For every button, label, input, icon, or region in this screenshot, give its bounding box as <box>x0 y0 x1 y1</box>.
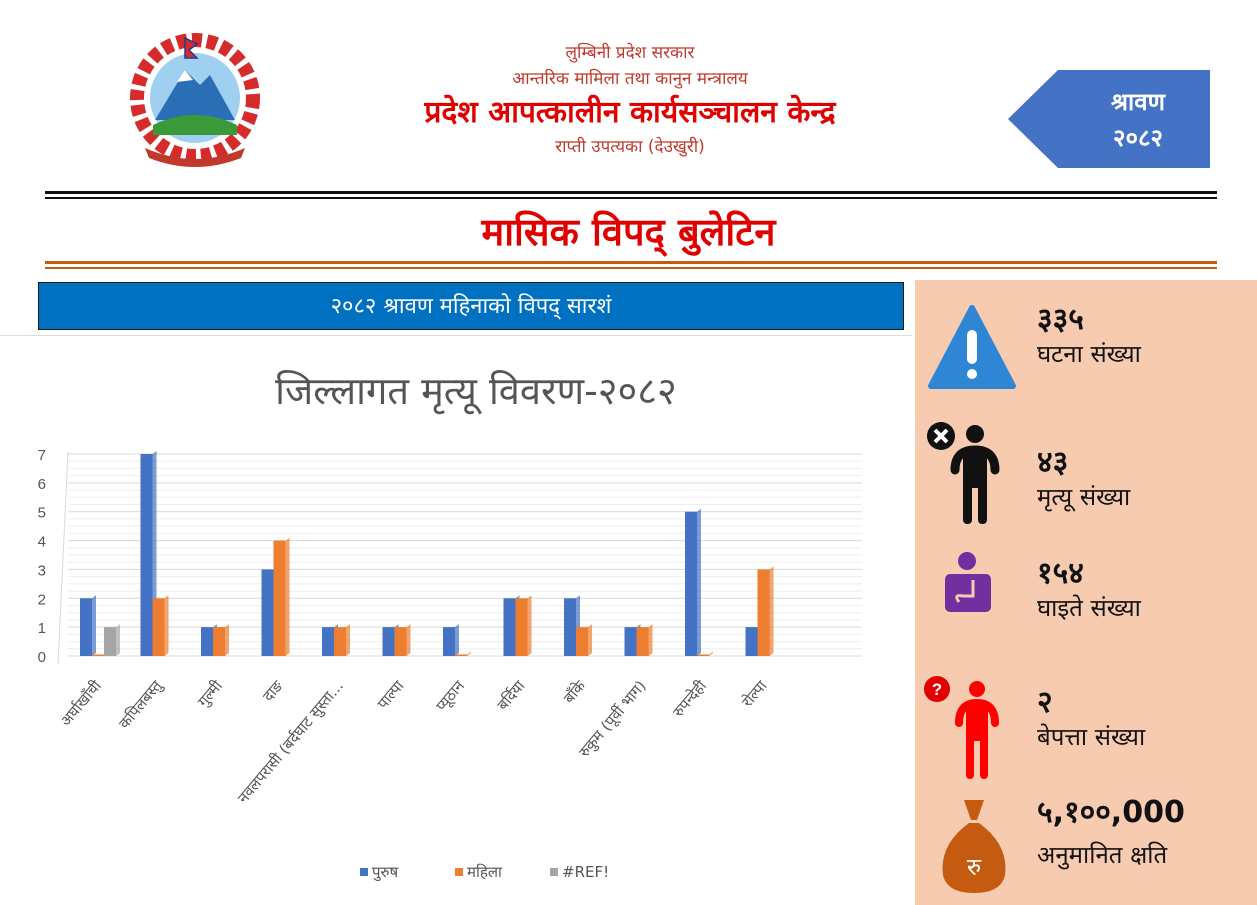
year-label: २०८२ <box>1113 124 1163 152</box>
bar-3 <box>104 627 116 656</box>
y-tick-label: 1 <box>38 620 46 637</box>
person-missing-icon: ? <box>924 676 999 779</box>
bar-2 <box>636 627 649 656</box>
bar-side <box>455 624 459 656</box>
bar-1 <box>503 598 516 656</box>
x-tick-label: नवलपरासी (बर्दघाट सुस्ता... <box>234 677 348 807</box>
bar-1 <box>322 627 334 656</box>
bar-2 <box>515 598 528 656</box>
legend-label: पुरुष <box>372 863 398 882</box>
incident-stat: ३३५ घटना संख्या <box>1037 302 1141 368</box>
stats-panel: ? रु ३३५ घटना संख्या ४३ मृत्यू संख्या १५४ घ… <box>915 280 1257 905</box>
x-tick-label: रुपन्देही <box>669 676 710 721</box>
bar-side <box>709 651 713 656</box>
district-deaths-chart: जिल्लागत मृत्यू विवरण-२०८२ 0 1 2 3 4 5 6 7 अर्घाख… <box>0 335 912 901</box>
bar-2 <box>334 627 346 656</box>
bar-1 <box>685 511 697 656</box>
bar-2 <box>213 627 225 656</box>
svg-text:?: ? <box>932 680 942 699</box>
center-name: प्रदेश आपत्कालीन कार्यसञ्चालन केन्द्र <box>424 95 836 130</box>
bar-1 <box>261 569 274 656</box>
bar-side <box>164 595 169 656</box>
bar-1 <box>443 627 455 656</box>
bar-side <box>769 566 774 656</box>
x-tick-label: दाङ <box>259 677 287 705</box>
bar-side <box>285 537 290 656</box>
warning-icon <box>928 305 1016 389</box>
chart-title: जिल्लागत मृत्यू विवरण-२०८२ <box>275 369 677 415</box>
death-stat: ४३ मृत्यू संख्या <box>1037 445 1131 511</box>
bar-side <box>648 624 653 656</box>
bar-2 <box>394 627 407 656</box>
bar-2 <box>757 569 770 656</box>
bar-1 <box>140 454 153 656</box>
x-tick-label: अर्घाखाँची <box>57 676 106 730</box>
svg-text:रु: रु <box>967 853 982 881</box>
x-tick-label: बाँके <box>560 677 590 707</box>
person-dead-icon <box>927 422 1000 524</box>
bar-1 <box>564 598 576 656</box>
legend-swatch <box>360 868 368 876</box>
bar-2 <box>92 654 104 656</box>
x-tick-label: गुल्मी <box>194 676 227 711</box>
person-injured-icon <box>945 552 991 612</box>
bar-side <box>225 624 229 656</box>
x-tick-label: बर्दिया <box>494 676 530 714</box>
header: लुम्बिनी प्रदेश सरकार आन्तरिक मामिला तथा… <box>300 40 960 160</box>
x-tick-label: पाल्पा <box>374 676 409 712</box>
bar-2 <box>576 627 588 656</box>
y-tick-label: 6 <box>38 476 46 493</box>
loss-stat: ५,१००,000 अनुमानित क्षति <box>1037 795 1185 869</box>
missing-stat: २ बेपत्ता संख्या <box>1037 685 1146 751</box>
y-tick-label: 4 <box>38 534 46 551</box>
legend-label: #REF! <box>562 863 609 881</box>
divider <box>45 261 1217 264</box>
location-name: राप्ती उपत्यका (देउखुरी) <box>555 137 705 157</box>
bar-side <box>467 651 471 656</box>
bar-side <box>697 508 701 656</box>
y-tick-label: 0 <box>38 649 46 666</box>
bar-2 <box>455 654 467 656</box>
y-tick-label: 2 <box>38 591 46 608</box>
bulletin-title: मासिक विपद् बुलेटिन <box>481 210 776 254</box>
divider <box>45 191 1217 194</box>
bar-1 <box>624 627 637 656</box>
bar-1 <box>745 627 758 656</box>
bar-1 <box>382 627 395 656</box>
bar-2 <box>152 598 165 656</box>
injured-stat: १५४ घाइते संख्या <box>1037 556 1141 622</box>
bar-2 <box>697 654 709 656</box>
divider <box>45 197 1217 199</box>
x-tick-label: रोल्पा <box>738 676 771 711</box>
summary-banner: २०८२ श्रावण महिनाको विपद् सारशं <box>38 282 904 330</box>
bar-side <box>527 595 532 656</box>
bar-1 <box>201 627 213 656</box>
bar-side <box>588 624 592 656</box>
ministry-name: आन्तरिक मामिला तथा कानुन मन्त्रालय <box>512 69 748 89</box>
bar-side <box>346 624 350 656</box>
legend-swatch <box>455 868 463 876</box>
axis-wall <box>57 451 69 665</box>
bar-1 <box>80 598 92 656</box>
bar-side <box>406 624 411 656</box>
x-tick-label: कपिलबस्तु <box>115 676 167 733</box>
month-label: श्रावण <box>1111 88 1165 116</box>
bar-side <box>92 595 96 656</box>
y-tick-label: 5 <box>38 505 46 522</box>
legend-swatch <box>550 868 558 876</box>
government-emblem-logo <box>115 30 275 170</box>
x-tick-label: प्यूठान <box>432 676 469 715</box>
y-tick-label: 7 <box>38 447 46 464</box>
legend-label: महिला <box>467 863 503 881</box>
money-bag-icon: रु <box>942 800 1006 893</box>
divider <box>45 267 1217 269</box>
bar-side <box>116 624 120 656</box>
month-badge: श्रावण २०८२ <box>1008 70 1210 168</box>
bar-2 <box>273 540 286 656</box>
government-name: लुम्बिनी प्रदेश सरकार <box>565 43 695 63</box>
y-tick-label: 3 <box>38 562 46 579</box>
